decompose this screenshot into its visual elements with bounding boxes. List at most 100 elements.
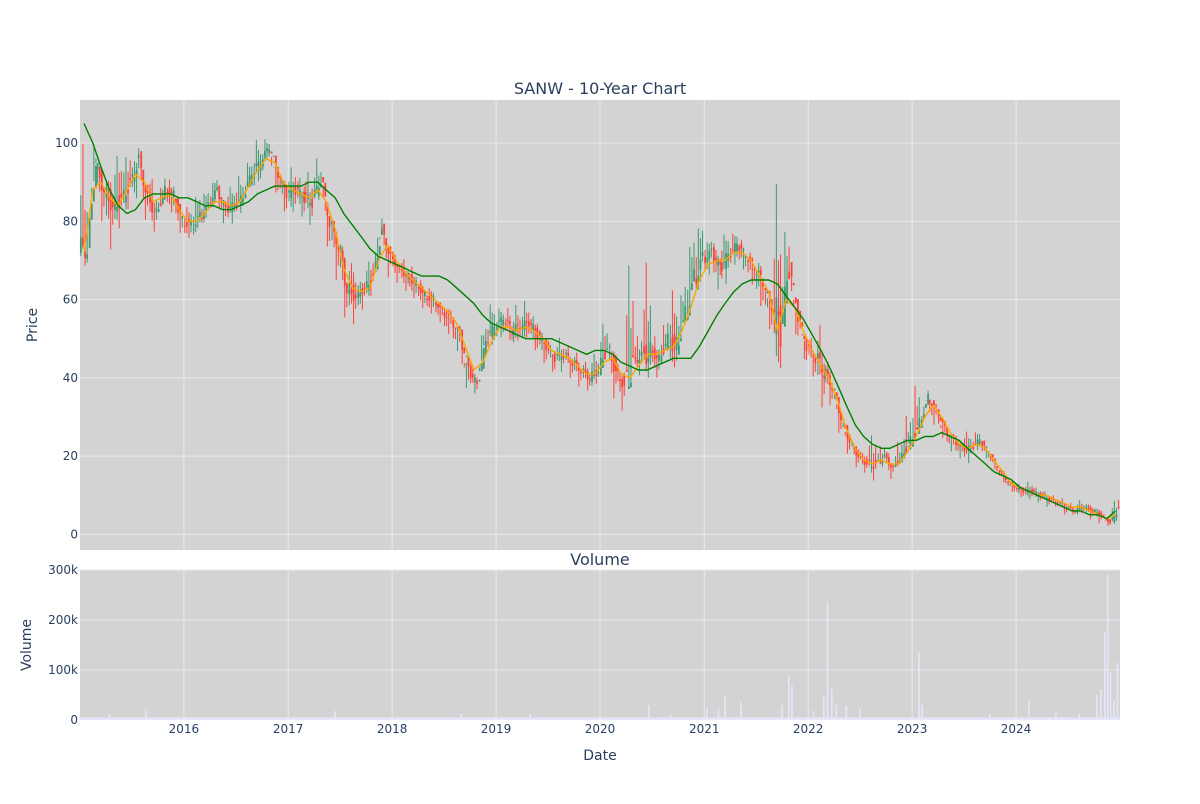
candle-2016-09-3 xyxy=(257,150,260,182)
volume-bar-7 xyxy=(669,715,672,720)
candle-2024-02-4 xyxy=(1031,485,1033,497)
candle-2018-08-1 xyxy=(452,317,455,339)
candle-2018-04-1 xyxy=(417,284,420,297)
candle-2019-03-2 xyxy=(514,305,517,338)
candle-2024-02-3 xyxy=(1029,486,1031,500)
candle-2020-08-4 xyxy=(666,322,669,351)
candle-2015-03-1 xyxy=(96,163,99,184)
candle-2024-10-4 xyxy=(1100,510,1103,520)
candle-2016-07-2 xyxy=(237,176,240,204)
x-tick-2021: 2021 xyxy=(689,722,720,736)
volume-bar-32 xyxy=(1109,672,1112,720)
candle-2022-04-1 xyxy=(833,388,836,400)
candle-2023-03-2 xyxy=(930,402,933,416)
candle-2024-09-1 xyxy=(1085,504,1088,513)
candle-2015-11-4 xyxy=(172,186,175,206)
x-tick-2023: 2023 xyxy=(897,722,928,736)
candle-2015-03-3 xyxy=(100,170,103,222)
candle-2020-07-2 xyxy=(653,335,656,368)
candle-2017-12-2 xyxy=(385,238,388,259)
candle-2022-08-3 xyxy=(872,453,875,481)
candle-2020-05-3 xyxy=(638,349,641,376)
candle-2022-04-4 xyxy=(840,411,842,430)
candle-2018-06-2 xyxy=(437,304,439,315)
candle-2021-01-1 xyxy=(704,249,706,271)
candle-2017-03-1 xyxy=(304,181,307,204)
candle-2021-04-2 xyxy=(731,233,734,255)
candle-2017-06-1 xyxy=(331,220,333,241)
ma-long-line xyxy=(83,123,1116,520)
candle-2015-06-1 xyxy=(122,172,125,204)
candle-2017-11-3 xyxy=(378,237,381,256)
candle-2023-09-3 xyxy=(985,446,988,459)
volume-bars xyxy=(80,575,1120,720)
candle-2015-07-1 xyxy=(131,167,134,188)
candle-2018-04-2 xyxy=(419,280,422,301)
candle-2022-10-3 xyxy=(890,463,892,479)
candle-2017-05-3 xyxy=(326,202,329,247)
candle-2022-07-3 xyxy=(863,456,866,473)
candle-2023-08-3 xyxy=(976,434,979,451)
price-tick-0: 0 xyxy=(70,527,78,541)
candle-2019-07-1 xyxy=(547,341,550,355)
candle-2019-01-2 xyxy=(498,308,500,329)
x-tick-2019: 2019 xyxy=(481,722,512,736)
candle-2023-05-1 xyxy=(946,426,949,442)
candle-2020-01-4 xyxy=(606,333,609,351)
volume-tick-0: 0 xyxy=(70,713,78,727)
candle-2016-05-4 xyxy=(224,201,227,217)
candle-2015-07-3 xyxy=(135,162,138,199)
candle-2017-11-1 xyxy=(374,252,377,273)
candle-2019-04-1 xyxy=(521,316,524,337)
candle-2015-08-2 xyxy=(142,169,145,198)
candle-2024-09-3 xyxy=(1089,505,1092,520)
candle-2021-09-1 xyxy=(773,258,776,333)
candle-2024-03-3 xyxy=(1037,492,1040,503)
candle-2022-02-1 xyxy=(816,340,819,375)
candle-2024-05-4 xyxy=(1056,500,1059,507)
candle-2015-08-1 xyxy=(140,151,143,181)
candle-2020-08-1 xyxy=(660,344,663,364)
candle-2024-12-4 xyxy=(1117,499,1120,510)
candle-2017-01-2 xyxy=(290,167,293,207)
candle-2021-06-4 xyxy=(753,267,756,280)
candle-2018-08-4 xyxy=(458,326,461,342)
candle-2022-02-3 xyxy=(821,353,823,408)
candle-2017-09-4 xyxy=(363,282,366,296)
candle-2018-10-4 xyxy=(476,377,478,389)
candle-2022-05-4 xyxy=(848,434,851,450)
candle-2021-12-3 xyxy=(803,335,806,360)
candle-2021-02-1 xyxy=(712,243,715,273)
candle-2019-06-3 xyxy=(543,340,545,363)
candle-2020-10-4 xyxy=(684,286,687,323)
volume-bar-5 xyxy=(529,714,532,720)
volume-tick-300000: 300k xyxy=(48,563,78,577)
candle-2020-02-1 xyxy=(608,343,611,361)
candle-2015-10-2 xyxy=(159,187,162,207)
candle-2020-04-2 xyxy=(627,265,630,390)
candle-2020-05-4 xyxy=(640,341,643,361)
candle-2020-05-2 xyxy=(636,336,639,368)
candle-2016-10-3 xyxy=(266,142,268,159)
volume-bar-20 xyxy=(845,706,848,720)
candle-2019-04-3 xyxy=(525,312,528,338)
candle-2021-08-2 xyxy=(766,290,769,308)
candle-2017-05-4 xyxy=(328,216,331,242)
candle-2015-10-1 xyxy=(157,202,160,213)
candle-2021-04-3 xyxy=(733,235,736,265)
candle-2021-01-2 xyxy=(706,242,709,270)
candle-2015-08-3 xyxy=(144,185,147,220)
volume-bar-13 xyxy=(788,675,790,720)
candle-2020-12-3 xyxy=(699,238,702,282)
candle-2016-11-2 xyxy=(272,155,275,169)
candle-2024-01-2 xyxy=(1018,483,1020,494)
candle-2021-03-1 xyxy=(720,250,723,279)
candle-2019-08-1 xyxy=(556,347,559,361)
candle-2024-10-3 xyxy=(1098,509,1101,524)
candle-2021-06-2 xyxy=(749,252,752,270)
candle-2021-02-3 xyxy=(717,255,719,290)
volume-bar-2 xyxy=(144,709,147,720)
candle-2016-02-2 xyxy=(194,197,197,233)
candle-2016-03-3 xyxy=(205,196,207,218)
candle-2019-11-2 xyxy=(584,361,587,379)
